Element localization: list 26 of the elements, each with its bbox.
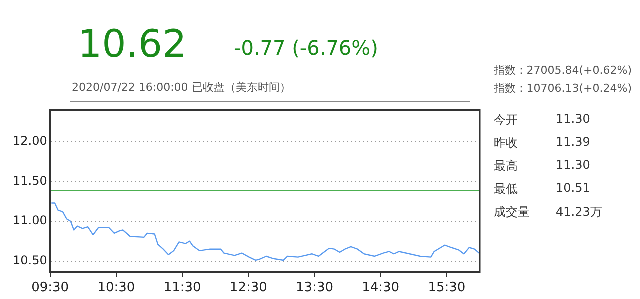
y-tick-label: 12.00 [12, 134, 48, 148]
chart-title: 10.62 [78, 22, 187, 66]
text: 今开 [494, 112, 519, 129]
text: 昨收 [494, 135, 519, 152]
text: 11.39 [556, 135, 592, 151]
x-tick-label: 09:30 [32, 280, 70, 296]
y-tick-label: 10.50 [12, 253, 48, 268]
chart-subtitle: -0.77 (-6.76%) [234, 36, 378, 60]
text: 指数：27005.84(+0.62%) [494, 63, 632, 79]
y-tick-label: 11.00 [12, 214, 48, 228]
text: 10.51 [556, 181, 592, 197]
text: 11.30 [556, 158, 592, 174]
x-tick-label: 10:30 [98, 280, 136, 296]
x-tick-label: 15:30 [428, 280, 466, 296]
text: 最低 [494, 181, 519, 198]
text: 指数：10706.13(+0.24%) [494, 81, 632, 97]
text: 成交量 [494, 204, 531, 221]
x-tick-label: 14:30 [362, 280, 400, 296]
x-tick-label: 11:30 [164, 280, 202, 296]
text: 2020/07/22 16:00:00 已收盘（美东时间） [72, 80, 291, 95]
text: 最高 [494, 158, 519, 175]
x-tick-label: 13:30 [296, 280, 334, 296]
y-tick-label: 11.50 [12, 174, 48, 188]
text: 11.30 [556, 112, 592, 128]
x-tick-label: 12:30 [230, 280, 268, 296]
text: 41.23万 [556, 204, 602, 221]
